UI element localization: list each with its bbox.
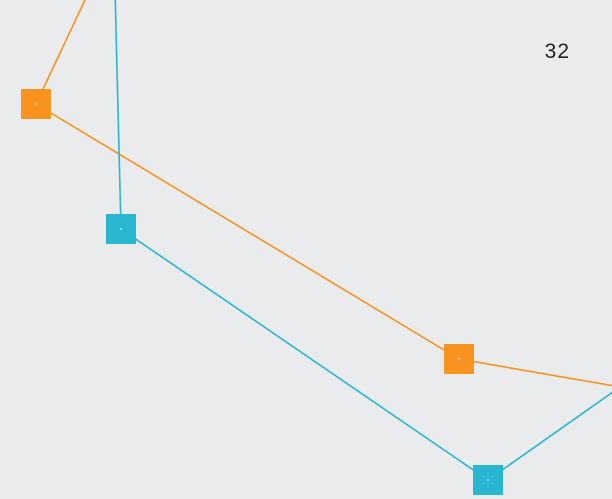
series-layer <box>21 0 612 495</box>
series-2-marker-1-center <box>120 228 122 230</box>
series-1-marker-1-center <box>35 103 37 105</box>
series-2-marker-2-center <box>487 479 489 481</box>
series-1-line <box>34 0 612 387</box>
page-number: 32 <box>544 40 570 63</box>
series-1-marker-2-center <box>458 358 460 360</box>
series-2-line <box>114 0 612 481</box>
